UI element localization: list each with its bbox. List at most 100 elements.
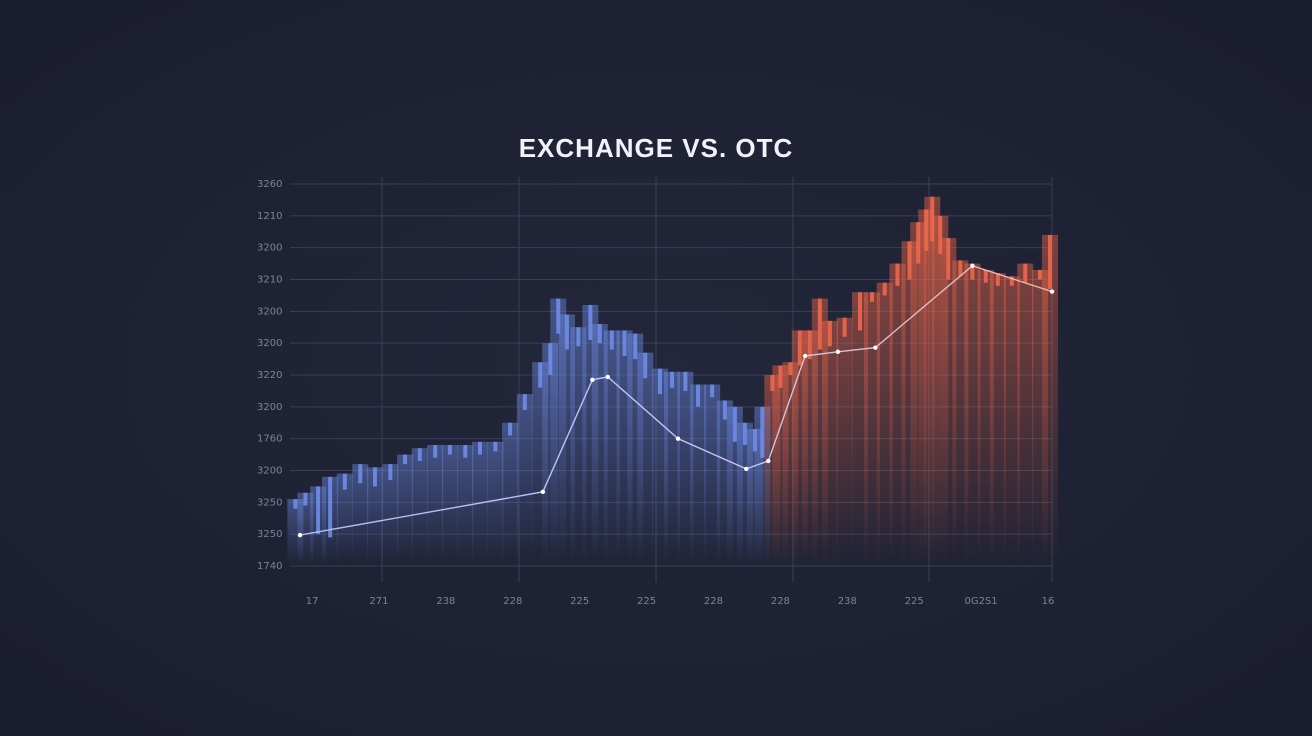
- candle-body: [1037, 269, 1042, 280]
- candle-shade: [864, 292, 881, 566]
- candle-body: [760, 406, 765, 458]
- x-tick-label: 238: [436, 596, 455, 607]
- candle-body: [938, 215, 943, 255]
- line: [299, 265, 1053, 536]
- candle-body: [882, 282, 887, 296]
- candle-shade: [664, 371, 681, 566]
- y-tick-label: 3260: [257, 179, 282, 190]
- candle-shade: [821, 320, 838, 566]
- candle-body: [778, 365, 783, 388]
- candle-shade: [836, 317, 853, 566]
- x-tick-label: 225: [570, 596, 589, 607]
- candle-body: [403, 454, 408, 465]
- candle-body: [597, 324, 602, 344]
- line-point: [970, 263, 975, 269]
- candle-shade: [591, 324, 608, 566]
- candle-body: [643, 352, 648, 379]
- candle-shade: [516, 394, 533, 566]
- y-tick-label: 1740: [257, 561, 282, 572]
- candle-body: [983, 269, 988, 283]
- candle-shade: [487, 441, 504, 566]
- candle-body: [508, 422, 513, 436]
- line-point: [835, 349, 841, 354]
- candle-shade: [704, 384, 721, 566]
- candle-shade: [411, 448, 428, 566]
- candle-shade: [964, 263, 981, 566]
- candle-shade: [637, 352, 654, 566]
- candle-body: [447, 445, 452, 455]
- candle-shade: [1041, 234, 1058, 566]
- candle-body: [930, 196, 935, 242]
- candle-body: [358, 464, 363, 484]
- candle-shade: [382, 464, 399, 566]
- candle-shade: [397, 454, 414, 566]
- x-tick-label: 228: [503, 596, 522, 607]
- y-tick-label: 1210: [257, 211, 282, 222]
- line-point: [540, 489, 546, 495]
- x-tick-label: 0G2S1: [964, 596, 997, 607]
- candle-body: [732, 406, 737, 442]
- y-tick-label: 3200: [257, 306, 282, 317]
- x-tick-label: 225: [637, 596, 656, 607]
- candle-body: [576, 327, 581, 347]
- candle-shade: [1017, 263, 1034, 566]
- candle-body: [417, 448, 422, 461]
- candle-shade: [876, 282, 893, 566]
- candle-shade: [352, 464, 369, 566]
- candle-body: [895, 263, 900, 286]
- candle-shade: [989, 273, 1006, 566]
- line-point: [766, 458, 771, 464]
- candle-body: [670, 371, 675, 388]
- candle-body: [477, 441, 482, 455]
- candle-body: [316, 486, 321, 535]
- candle-body: [683, 371, 688, 391]
- candle-body: [633, 333, 638, 360]
- candle-body: [817, 298, 822, 350]
- candle-shade: [940, 238, 957, 566]
- candle-shade: [690, 384, 707, 566]
- candle-body: [342, 473, 347, 490]
- candle-body: [870, 292, 875, 302]
- x-tick-label: 228: [771, 596, 790, 607]
- candle-shade: [977, 269, 994, 566]
- line-point: [873, 345, 878, 350]
- candle-body: [907, 241, 912, 280]
- candle-body: [722, 400, 727, 420]
- marks: [287, 196, 1058, 567]
- candle-body: [842, 317, 847, 337]
- x-tick-label: 16: [1042, 596, 1055, 607]
- line-point: [802, 353, 808, 359]
- candle-shade: [889, 263, 906, 566]
- candle-shade: [570, 327, 587, 566]
- line-point: [675, 436, 681, 441]
- x-tick-label: 238: [838, 596, 857, 607]
- x-tick-label: 228: [704, 596, 723, 607]
- y-tick-label: 3220: [257, 370, 282, 381]
- candle-shade: [427, 445, 444, 566]
- y-tick-label: 3200: [257, 338, 282, 349]
- x-tick-label: 17: [306, 596, 319, 607]
- y-tick-label: 3210: [257, 275, 282, 286]
- candle-body: [797, 330, 802, 366]
- candle-shade: [851, 292, 868, 566]
- candle-body: [770, 375, 775, 391]
- candle-body: [609, 330, 614, 350]
- candle-shade: [677, 371, 694, 566]
- y-tick-label: 3250: [257, 497, 282, 508]
- candle-body: [958, 260, 963, 277]
- candle-body: [696, 384, 701, 407]
- candle-shade: [502, 422, 519, 566]
- candle-shade: [336, 473, 353, 566]
- candle-body: [916, 222, 921, 264]
- candle-body: [328, 476, 333, 538]
- candle-body: [742, 422, 747, 446]
- candle-body: [588, 304, 593, 340]
- candle-body: [788, 362, 793, 375]
- candle-body: [303, 492, 308, 506]
- candle-shade: [297, 492, 314, 566]
- candle-body: [622, 330, 627, 356]
- candle-shade: [603, 330, 620, 566]
- candle-shade: [651, 368, 668, 566]
- candle-body: [857, 292, 862, 331]
